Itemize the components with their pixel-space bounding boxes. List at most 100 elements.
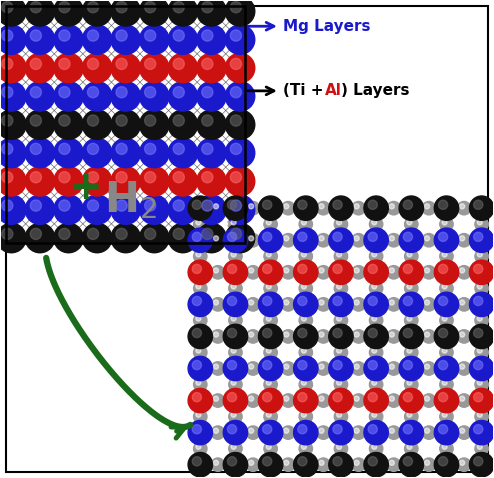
Circle shape	[194, 282, 207, 295]
Circle shape	[194, 346, 207, 359]
Circle shape	[474, 232, 483, 241]
Circle shape	[258, 196, 283, 220]
Circle shape	[213, 332, 218, 337]
Circle shape	[459, 428, 465, 433]
Circle shape	[0, 195, 26, 224]
Circle shape	[188, 421, 212, 445]
Circle shape	[30, 172, 41, 183]
Circle shape	[223, 228, 247, 252]
Circle shape	[111, 82, 140, 111]
Circle shape	[298, 360, 307, 369]
Circle shape	[301, 348, 306, 353]
Circle shape	[247, 298, 260, 311]
Circle shape	[30, 87, 41, 98]
Circle shape	[213, 428, 218, 433]
Circle shape	[298, 456, 307, 466]
Circle shape	[298, 264, 307, 273]
Circle shape	[266, 380, 271, 385]
Circle shape	[87, 115, 99, 126]
Circle shape	[385, 215, 403, 233]
Circle shape	[116, 58, 127, 69]
Circle shape	[350, 279, 368, 297]
Circle shape	[54, 53, 83, 83]
Circle shape	[317, 394, 330, 407]
Circle shape	[403, 360, 412, 369]
Circle shape	[474, 328, 483, 337]
Circle shape	[334, 346, 348, 359]
Circle shape	[329, 292, 353, 316]
Circle shape	[30, 228, 41, 239]
Circle shape	[194, 217, 207, 231]
Circle shape	[477, 348, 482, 353]
Circle shape	[403, 456, 412, 466]
Circle shape	[405, 217, 418, 231]
Circle shape	[457, 202, 471, 215]
Circle shape	[87, 143, 99, 154]
Circle shape	[284, 236, 289, 241]
Circle shape	[263, 424, 272, 434]
Circle shape	[197, 0, 226, 26]
Circle shape	[403, 200, 412, 209]
Circle shape	[263, 328, 272, 337]
Circle shape	[248, 332, 254, 337]
Circle shape	[82, 223, 112, 253]
Circle shape	[230, 87, 242, 98]
Circle shape	[298, 392, 307, 402]
Circle shape	[173, 143, 184, 154]
Circle shape	[298, 232, 307, 241]
Circle shape	[352, 362, 365, 375]
Text: +: +	[70, 169, 102, 207]
Circle shape	[336, 380, 342, 385]
Circle shape	[389, 460, 394, 466]
Circle shape	[202, 1, 213, 13]
Circle shape	[336, 284, 342, 289]
Circle shape	[333, 328, 342, 337]
Circle shape	[420, 408, 438, 425]
Circle shape	[336, 444, 342, 449]
Circle shape	[284, 268, 289, 273]
Circle shape	[354, 364, 359, 369]
Circle shape	[231, 380, 236, 385]
Circle shape	[284, 396, 289, 401]
Circle shape	[301, 380, 306, 385]
Circle shape	[248, 268, 254, 273]
Circle shape	[455, 247, 473, 265]
Circle shape	[188, 196, 212, 220]
Circle shape	[229, 250, 242, 263]
Circle shape	[368, 456, 377, 466]
Circle shape	[389, 396, 394, 401]
Circle shape	[202, 143, 213, 154]
Circle shape	[364, 196, 388, 220]
Circle shape	[368, 200, 377, 209]
Circle shape	[248, 364, 254, 369]
Circle shape	[317, 330, 330, 343]
Circle shape	[422, 330, 436, 343]
Circle shape	[223, 421, 247, 445]
Circle shape	[145, 172, 156, 183]
Circle shape	[25, 25, 55, 54]
Circle shape	[188, 388, 212, 413]
Text: (Ti +: (Ti +	[283, 83, 329, 98]
Circle shape	[354, 204, 359, 209]
Circle shape	[284, 300, 289, 305]
Circle shape	[354, 396, 359, 401]
Circle shape	[282, 330, 295, 343]
Circle shape	[317, 234, 330, 247]
Circle shape	[263, 296, 272, 305]
Circle shape	[474, 392, 483, 402]
Circle shape	[354, 268, 359, 273]
Circle shape	[264, 250, 277, 263]
Circle shape	[213, 460, 218, 466]
Circle shape	[225, 53, 255, 83]
Circle shape	[407, 284, 412, 289]
Circle shape	[475, 442, 489, 456]
Circle shape	[424, 332, 430, 337]
Circle shape	[1, 228, 13, 239]
Circle shape	[354, 300, 359, 305]
Circle shape	[405, 410, 418, 424]
Circle shape	[477, 380, 482, 385]
Circle shape	[223, 388, 247, 413]
Circle shape	[87, 58, 99, 69]
Circle shape	[223, 324, 247, 348]
Circle shape	[350, 247, 368, 265]
